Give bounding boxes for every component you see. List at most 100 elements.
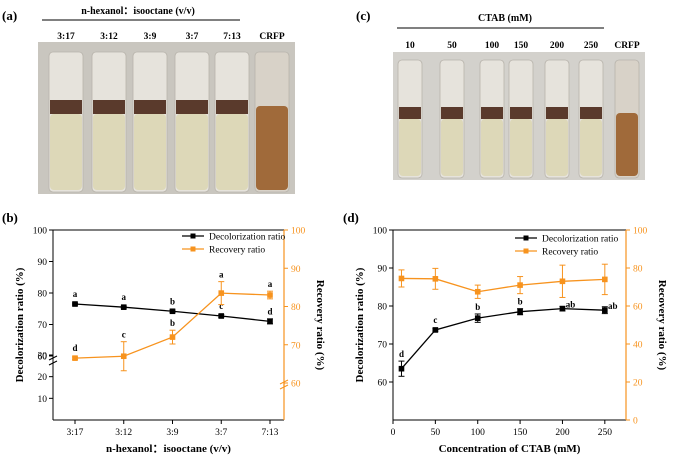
x-tick-label: 50	[431, 428, 441, 438]
legend-label: Decolorization ratio	[542, 235, 618, 245]
y-tick-label-right: 60	[633, 303, 643, 313]
legend-marker	[190, 246, 196, 252]
data-point	[267, 318, 273, 325]
tube-label-CRFP: CRFP	[614, 41, 640, 51]
y-tick-label-left: 20	[38, 373, 48, 383]
y-tick-label-right: 80	[633, 265, 643, 275]
series-line-1	[401, 277, 605, 293]
data-point	[169, 334, 176, 340]
data-point	[432, 327, 439, 333]
tube-liquid	[481, 119, 503, 176]
tube-band	[50, 100, 82, 114]
x-axis-title: n-hexanol：isooctane (v/v)	[106, 443, 231, 455]
y-tick-label-left: 10	[38, 395, 48, 405]
significance-letter: a	[122, 292, 127, 302]
x-tick-label: 3:17	[67, 428, 84, 438]
chart-d: 60 70 80 90 100 0 20 40 60 80 100 0 50 100 150 200 250 Co…	[354, 227, 668, 456]
y-tick-label-right: 100	[633, 227, 648, 237]
panel-label-c: (c)	[356, 8, 370, 23]
data-point	[517, 282, 523, 288]
data-point	[267, 292, 273, 298]
y-tick-label-left: 80	[38, 290, 48, 300]
tube-liquid	[216, 114, 248, 190]
y-tick-label-left: 60	[378, 379, 388, 389]
tube-crfp-liquid	[616, 113, 638, 176]
tube-labels-a: 3:17 3:12 3:9 3:7 7:13 CRFP	[57, 32, 285, 42]
tube-label-200: 200	[550, 41, 565, 51]
y-tick-label-right: 20	[633, 379, 643, 389]
tube-band	[216, 100, 248, 114]
y-tick-label-right: 40	[633, 341, 643, 351]
significance-letter: a	[219, 270, 224, 280]
tube-liquid	[50, 114, 82, 190]
significance-letter: c	[433, 315, 437, 325]
tube-label-3:9: 3:9	[144, 32, 157, 42]
y-axis-title-right: Recovery ratio (%)	[656, 280, 668, 371]
y-axis-right-break	[279, 379, 289, 390]
tube-band	[176, 100, 208, 114]
tube-band	[399, 107, 421, 119]
significance-letter: b	[518, 297, 523, 307]
data-point	[474, 288, 481, 295]
chart-panel-d: (d) 60 70 80 90 100 0 20 40 60 80 100 0 50 100 150 200 2…	[343, 210, 668, 455]
data-point	[120, 353, 127, 360]
y-axis-title-left: Decolorization ratio (%)	[354, 267, 366, 382]
significance-letter: c	[122, 330, 126, 340]
y-tick-label-left: 70	[378, 341, 388, 351]
significance-letter: a	[268, 279, 273, 289]
photo-panel-a: (a) n-hexanol：isooctane (v/v) 3:17 3:12 3:…	[2, 6, 295, 194]
x-tick-label: 0	[391, 428, 396, 438]
tube-liquid	[546, 119, 568, 176]
data-point	[517, 308, 523, 315]
legend-marker	[190, 233, 196, 239]
tube-band	[580, 107, 602, 119]
y-tick-label-left: 30	[38, 352, 48, 362]
data-point	[218, 313, 225, 319]
y-axis-title-left: Decolorization ratio (%)	[14, 267, 26, 382]
tube-label-3:7: 3:7	[186, 32, 199, 42]
significance-letter: ab	[608, 301, 618, 311]
tube-label-CRFP: CRFP	[259, 32, 285, 42]
significance-letter: ab	[566, 300, 576, 310]
x-tick-label: 150	[513, 428, 528, 438]
tube-label-100: 100	[485, 41, 500, 51]
tube-band	[134, 100, 166, 114]
tube-band	[93, 100, 125, 114]
tube-liquid	[134, 114, 166, 190]
x-tick-label: 200	[555, 428, 570, 438]
y-tick-label-left: 80	[378, 303, 388, 313]
data-point	[169, 308, 176, 315]
significance-letter: b	[170, 318, 175, 328]
data-point	[474, 315, 481, 321]
tube-liquid	[510, 119, 532, 176]
y-tick-label-left: 100	[373, 227, 388, 237]
tube-label-150: 150	[514, 41, 529, 51]
significance-letter: d	[72, 343, 77, 353]
tubes-c	[397, 59, 640, 179]
x-axis-title: Concentration of CTAB (mM)	[439, 443, 581, 455]
tube-label-10: 10	[405, 41, 415, 51]
panel-c-header: CTAB (mM)	[478, 13, 532, 24]
data-point	[602, 307, 608, 313]
tube-labels-c: 10 50 100 150 200 250 CRFP	[405, 41, 640, 51]
x-tick-label: 3:12	[115, 428, 132, 438]
photo-panel-c: (c) CTAB (mM) 10 50 100 150 200 250 CRFP	[356, 8, 645, 180]
data-point	[72, 301, 78, 307]
x-tick-label: 7:13	[262, 428, 279, 438]
x-tick-label: 250	[598, 428, 613, 438]
tube-label-3:12: 3:12	[100, 32, 118, 42]
tube-label-250: 250	[584, 41, 599, 51]
tube-band	[510, 107, 532, 119]
tube-band	[441, 107, 463, 119]
panel-label-b: (b)	[2, 210, 18, 225]
y-tick-label-right: 80	[291, 303, 301, 313]
tube-band	[481, 107, 503, 119]
data-point	[120, 304, 127, 310]
significance-letter: d	[399, 349, 404, 359]
y-tick-label-left: 100	[33, 227, 48, 237]
y-tick-label-left: 90	[378, 265, 388, 275]
tube-liquid	[441, 119, 463, 176]
data-point	[432, 276, 439, 282]
y-tick-label-left: 90	[38, 258, 48, 268]
